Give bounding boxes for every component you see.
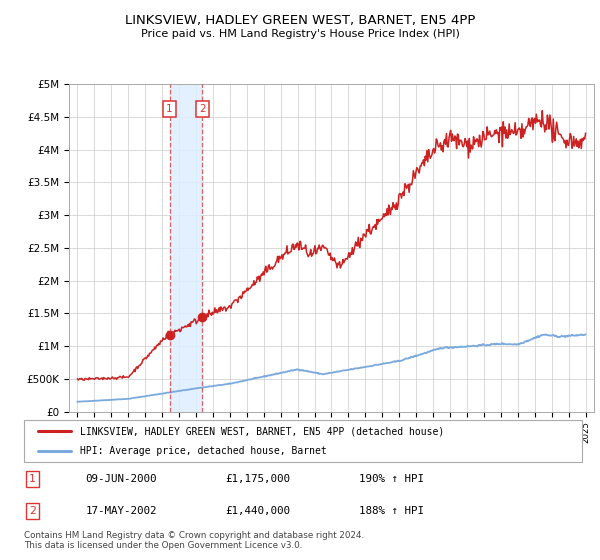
Text: LINKSVIEW, HADLEY GREEN WEST, BARNET, EN5 4PP: LINKSVIEW, HADLEY GREEN WEST, BARNET, EN… xyxy=(125,14,475,27)
Text: 09-JUN-2000: 09-JUN-2000 xyxy=(85,474,157,484)
Text: 1: 1 xyxy=(29,474,36,484)
Text: 2: 2 xyxy=(29,506,36,516)
Text: £1,440,000: £1,440,000 xyxy=(225,506,290,516)
Text: £1,175,000: £1,175,000 xyxy=(225,474,290,484)
Bar xyxy=(170,84,202,412)
Text: 2: 2 xyxy=(199,104,206,114)
Text: 190% ↑ HPI: 190% ↑ HPI xyxy=(359,474,424,484)
Text: Contains HM Land Registry data © Crown copyright and database right 2024.
This d: Contains HM Land Registry data © Crown c… xyxy=(24,531,364,550)
Text: 1: 1 xyxy=(166,104,173,114)
Text: Price paid vs. HM Land Registry's House Price Index (HPI): Price paid vs. HM Land Registry's House … xyxy=(140,29,460,39)
Text: LINKSVIEW, HADLEY GREEN WEST, BARNET, EN5 4PP (detached house): LINKSVIEW, HADLEY GREEN WEST, BARNET, EN… xyxy=(80,426,444,436)
Text: 17-MAY-2002: 17-MAY-2002 xyxy=(85,506,157,516)
Text: HPI: Average price, detached house, Barnet: HPI: Average price, detached house, Barn… xyxy=(80,446,326,456)
Text: 188% ↑ HPI: 188% ↑ HPI xyxy=(359,506,424,516)
